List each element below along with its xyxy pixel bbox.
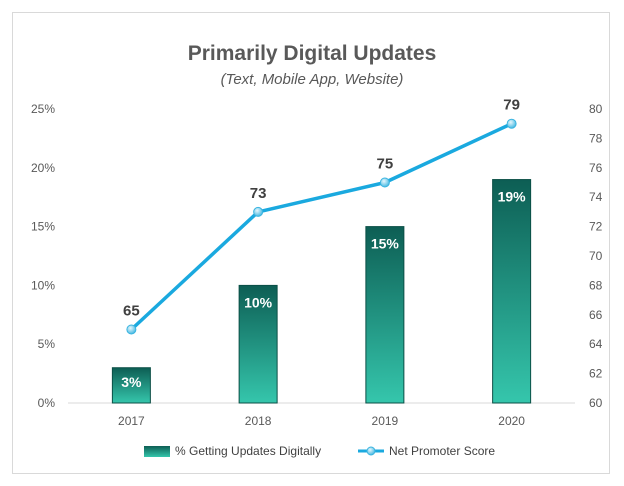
left-tick-label: 10% xyxy=(31,278,55,292)
line-data-label: 65 xyxy=(123,303,140,320)
legend-line-label: Net Promoter Score xyxy=(389,444,495,458)
right-tick-label: 60 xyxy=(589,396,603,410)
chart-title: Primarily Digital Updates xyxy=(188,42,437,65)
legend: % Getting Updates Digitally Net Promoter… xyxy=(144,444,495,458)
legend-line-marker xyxy=(366,446,376,456)
right-tick-label: 68 xyxy=(589,278,603,292)
bar xyxy=(111,367,151,404)
x-axis-ticks: 2017 2018 2019 2020 xyxy=(118,414,525,428)
line-data-label: 73 xyxy=(250,185,267,202)
bar-data-label: 15% xyxy=(371,236,400,252)
left-tick-label: 5% xyxy=(38,337,56,351)
right-tick-label: 78 xyxy=(589,131,603,145)
x-tick-label: 2020 xyxy=(498,414,525,428)
right-tick-label: 76 xyxy=(589,161,603,175)
series-line xyxy=(130,122,513,331)
left-axis-ticks: 0% 5% 10% 15% 20% 25% xyxy=(31,102,55,410)
bar xyxy=(365,226,405,404)
line-point xyxy=(506,118,517,129)
bar-data-label: 19% xyxy=(498,189,527,205)
line-point xyxy=(126,324,137,335)
left-tick-label: 15% xyxy=(31,220,55,234)
line-series: 65 73 75 79 xyxy=(123,97,520,335)
line-data-label: 79 xyxy=(503,97,520,114)
x-tick-label: 2018 xyxy=(245,414,272,428)
line-point xyxy=(379,177,390,188)
right-tick-label: 74 xyxy=(589,190,603,204)
x-tick-label: 2019 xyxy=(372,414,399,428)
left-tick-label: 20% xyxy=(31,161,55,175)
right-tick-label: 70 xyxy=(589,249,603,263)
right-tick-label: 66 xyxy=(589,308,603,322)
legend-bar-label: % Getting Updates Digitally xyxy=(175,444,321,458)
bar-data-label: 3% xyxy=(121,374,142,390)
bar xyxy=(238,284,278,404)
right-axis-ticks: 60 62 64 66 68 70 72 74 76 78 80 xyxy=(589,102,603,410)
bar xyxy=(492,179,532,404)
bar-series: 3% 10% 15% 19% xyxy=(111,179,532,404)
right-tick-label: 62 xyxy=(589,367,603,381)
bar-data-label: 10% xyxy=(244,294,273,310)
left-tick-label: 25% xyxy=(31,102,55,116)
x-tick-label: 2017 xyxy=(118,414,145,428)
line-point xyxy=(253,206,264,217)
right-tick-label: 80 xyxy=(589,102,603,116)
right-tick-label: 72 xyxy=(589,220,603,234)
legend-bar-swatch xyxy=(144,446,170,457)
right-tick-label: 64 xyxy=(589,337,603,351)
chart-subtitle: (Text, Mobile App, Website) xyxy=(221,71,404,88)
line-data-label: 75 xyxy=(377,156,394,173)
left-tick-label: 0% xyxy=(38,396,56,410)
